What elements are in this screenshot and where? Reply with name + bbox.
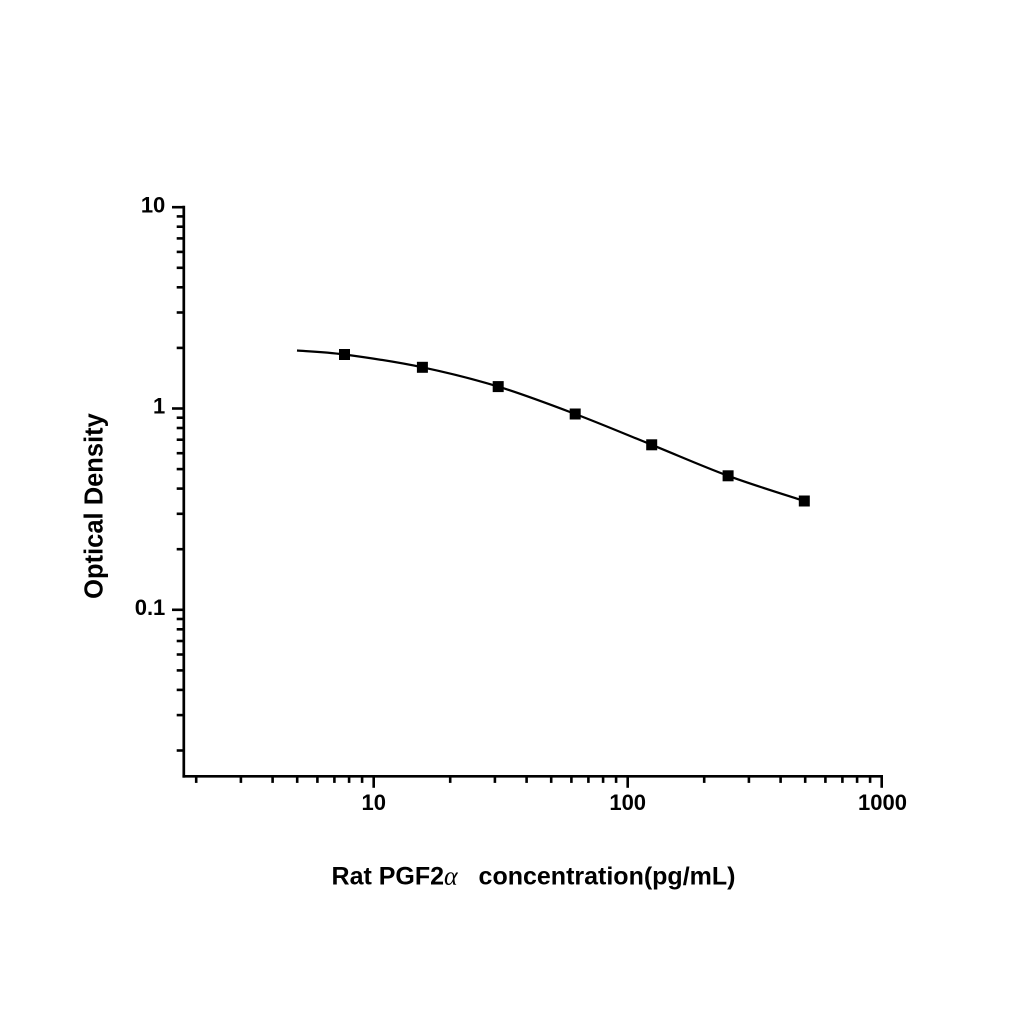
svg-text:10: 10: [361, 790, 385, 815]
svg-text:0.1: 0.1: [135, 595, 166, 620]
svg-text:1: 1: [153, 394, 165, 419]
svg-text:10: 10: [141, 192, 165, 217]
svg-text:Rat PGF2α concentration(pg/m: Rat PGF2α concentration(pg/mL): [332, 862, 736, 891]
svg-text:100: 100: [609, 790, 646, 815]
svg-text:1000: 1000: [858, 790, 907, 815]
svg-text:Optical Density: Optical Density: [81, 412, 109, 598]
